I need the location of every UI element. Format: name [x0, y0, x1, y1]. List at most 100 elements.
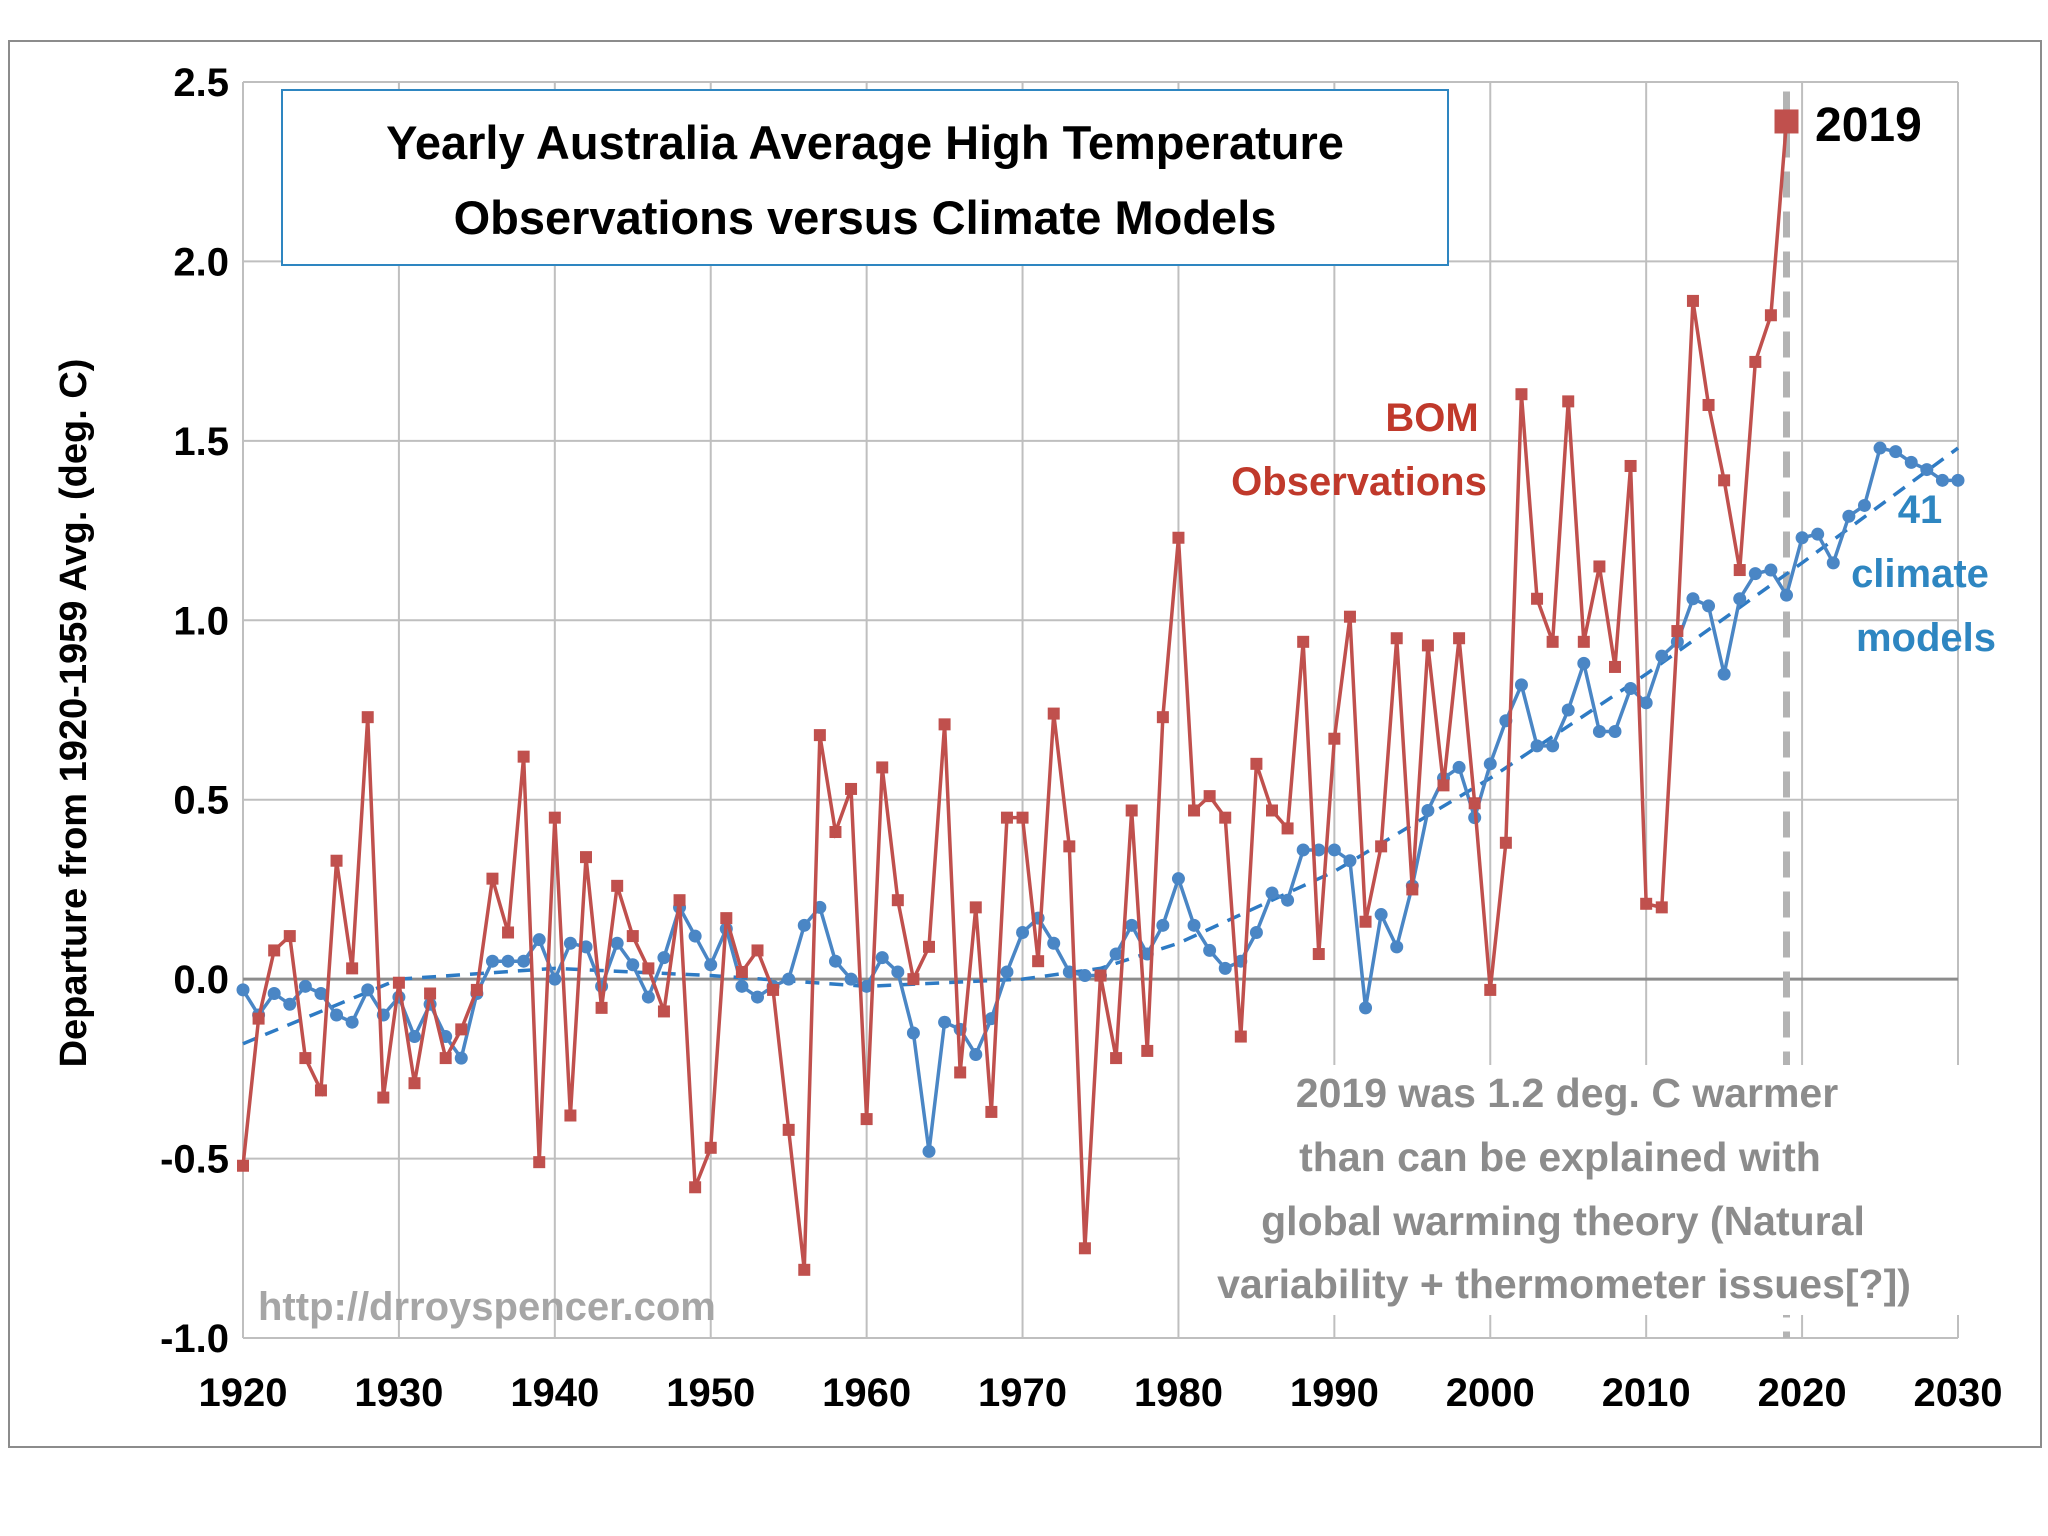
observations-point — [704, 1141, 717, 1154]
observations-point — [1655, 901, 1668, 914]
observations-point — [1718, 474, 1731, 487]
observations-point — [1047, 707, 1060, 720]
models-point — [751, 990, 764, 1004]
observations-point — [1328, 732, 1341, 745]
observations-point — [268, 944, 281, 957]
models-point — [797, 918, 811, 932]
models-point — [454, 1051, 468, 1065]
y-axis-label: Departure from 1920-1959 Avg. (deg. C) — [53, 359, 95, 1068]
observations-point — [1063, 840, 1076, 853]
models-point — [1171, 872, 1185, 886]
observations-point — [1406, 883, 1419, 896]
models-point — [782, 972, 796, 986]
models-point — [1249, 925, 1263, 939]
observations-point — [1764, 309, 1777, 322]
observations-point — [1078, 1242, 1091, 1255]
observations-point — [1562, 395, 1575, 408]
models-point — [314, 986, 328, 1000]
note-line3: global warming theory (Natural — [1261, 1198, 1865, 1244]
observations-point — [1484, 983, 1497, 996]
observations-point — [392, 976, 405, 989]
models-point — [501, 954, 515, 968]
x-tick-label: 2030 — [1914, 1371, 2003, 1415]
models-point — [1530, 739, 1544, 753]
observations-point — [1515, 388, 1528, 401]
models-point — [1187, 918, 1201, 932]
y-tick-label: 0.0 — [173, 958, 229, 1002]
observations-point — [626, 930, 639, 943]
observations-point — [751, 944, 764, 957]
models-point — [875, 951, 889, 965]
models-point — [1655, 649, 1669, 663]
models-point — [563, 936, 577, 950]
observations-point — [1110, 1052, 1123, 1065]
observations-point — [657, 1005, 670, 1018]
models-point — [1811, 527, 1825, 541]
observations-point — [767, 983, 780, 996]
models-point — [532, 933, 546, 947]
observations-point — [502, 926, 515, 939]
observations-point — [1499, 836, 1512, 849]
models-point — [1561, 703, 1575, 717]
observations-point — [1343, 610, 1356, 623]
models-point — [1935, 473, 1949, 487]
observations-point — [439, 1052, 452, 1065]
observations-point — [1359, 915, 1372, 928]
models-point — [267, 986, 281, 1000]
y-tick-label: 1.5 — [173, 420, 229, 464]
observations-point — [1281, 822, 1294, 835]
observations-point — [1733, 564, 1746, 577]
models-point — [1359, 1001, 1373, 1015]
observations-point — [782, 1123, 795, 1136]
models-point — [1265, 886, 1279, 900]
x-tick-label: 1920 — [199, 1371, 288, 1415]
observations-point — [564, 1109, 577, 1122]
observations-point — [1312, 948, 1325, 961]
observations-point — [923, 940, 935, 953]
observations-point — [1671, 625, 1684, 638]
models-point — [1374, 908, 1388, 922]
observations-point — [938, 718, 951, 731]
models-point — [579, 940, 593, 954]
observations-point — [1624, 459, 1637, 472]
models-point — [1592, 725, 1606, 739]
observations-point — [985, 1105, 998, 1118]
observations-point — [891, 894, 904, 907]
observations-point — [876, 761, 889, 774]
observations-point — [1250, 757, 1263, 770]
models-point — [1000, 965, 1014, 979]
x-tick-label: 2010 — [1602, 1371, 1691, 1415]
models-point — [283, 997, 297, 1011]
models-point — [1873, 441, 1887, 455]
observations-point-2019 — [1774, 109, 1799, 134]
tick-labels: -1.0 -0.5 0.0 0.5 1.0 1.5 2.0 2.5 1920 1930 1940 19… — [160, 61, 2002, 1415]
models-label-line2: climate — [1851, 552, 1989, 596]
models-point — [1795, 531, 1809, 545]
models-point — [1826, 556, 1840, 570]
models-point — [236, 983, 250, 997]
models-point — [1748, 567, 1762, 581]
models-point — [1686, 592, 1700, 606]
models-point — [330, 1008, 344, 1022]
observations-point — [1468, 797, 1481, 810]
models-point — [1390, 940, 1404, 954]
observations-point — [548, 811, 561, 824]
models-point — [1951, 473, 1965, 487]
models-point — [1780, 588, 1793, 602]
chart-title: Yearly Australia Average High Temperatur… — [386, 116, 1344, 169]
models-point — [938, 1015, 952, 1029]
models-point — [361, 983, 375, 997]
observations-point — [533, 1156, 546, 1169]
models-point — [969, 1048, 983, 1062]
models-point — [1577, 656, 1591, 670]
observations-point — [642, 962, 655, 975]
x-tick-label: 1950 — [666, 1371, 755, 1415]
observations-point — [954, 1066, 967, 1079]
x-tick-label: 1970 — [978, 1371, 1067, 1415]
note-line4: variability + thermometer issues[?]) — [1217, 1261, 1911, 1307]
observations-point — [798, 1263, 811, 1276]
models-point — [408, 1030, 421, 1044]
observations-point — [580, 851, 592, 864]
models-point — [1047, 936, 1061, 950]
